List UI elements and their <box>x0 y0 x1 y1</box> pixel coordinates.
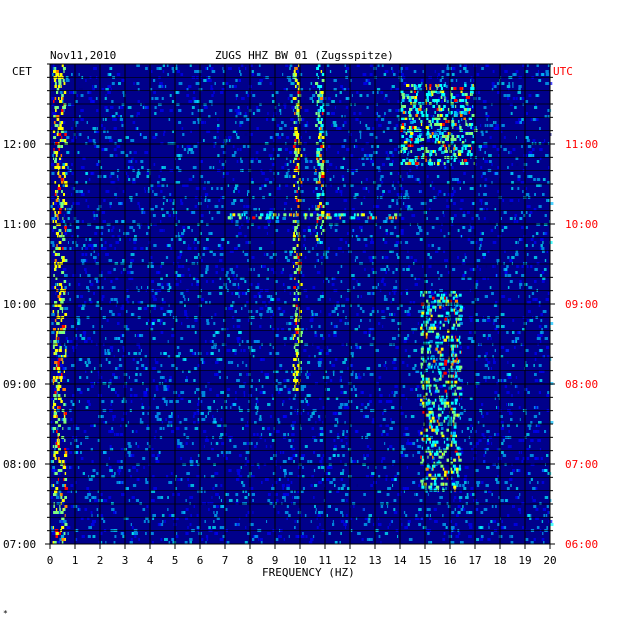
y-left-tick-label-4: 11:00 <box>3 218 36 231</box>
y-left-tick-label-1: 08:00 <box>3 458 36 471</box>
x-axis-ticks: 0 1 2 3 4 5 6 7 8 9 10 11 12 13 14 15 16 17 18 19 20 <box>47 544 557 567</box>
y-right-tick-label-0: 06:00 <box>565 538 598 551</box>
y-axis-right-ticks: 06:00 07:00 08:00 09:00 10:00 11:00 <box>550 63 598 551</box>
x-tick-label-17: 17 <box>468 554 481 567</box>
x-tick-label-7: 7 <box>222 554 229 567</box>
x-tick-label-5: 5 <box>172 554 179 567</box>
y-left-tick-label-2: 09:00 <box>3 378 36 391</box>
y-left-tick-label-5: 12:00 <box>3 138 36 151</box>
y-left-tick-label-0: 07:00 <box>3 538 36 551</box>
x-tick-label-16: 16 <box>443 554 456 567</box>
left-timezone-label: CET <box>12 65 32 78</box>
x-tick-label-18: 18 <box>493 554 506 567</box>
x-tick-label-12: 12 <box>343 554 356 567</box>
chart-date: Nov11,2010 <box>50 49 116 62</box>
y-right-tick-label-1: 07:00 <box>565 458 598 471</box>
x-tick-label-3: 3 <box>122 554 129 567</box>
x-tick-label-1: 1 <box>72 554 79 567</box>
chart-title: ZUGS HHZ BW 01 (Zugsspitze) <box>215 49 394 62</box>
x-tick-label-14: 14 <box>393 554 407 567</box>
chart-grid <box>49 63 551 545</box>
y-right-tick-label-5: 11:00 <box>565 138 598 151</box>
right-timezone-label: UTC <box>553 65 573 78</box>
x-tick-label-6: 6 <box>197 554 204 567</box>
y-right-tick-label-3: 09:00 <box>565 298 598 311</box>
x-tick-label-8: 8 <box>247 554 254 567</box>
x-tick-label-9: 9 <box>272 554 279 567</box>
x-tick-label-19: 19 <box>518 554 531 567</box>
y-right-tick-label-4: 10:00 <box>565 218 598 231</box>
y-right-tick-label-2: 08:00 <box>565 378 598 391</box>
x-tick-label-15: 15 <box>418 554 431 567</box>
x-tick-label-10: 10 <box>293 554 306 567</box>
x-tick-label-4: 4 <box>147 554 154 567</box>
y-axis-left-ticks: 07:00 08:00 09:00 10:00 11:00 12:00 <box>3 63 50 551</box>
x-tick-label-13: 13 <box>368 554 381 567</box>
x-tick-label-11: 11 <box>318 554 331 567</box>
y-left-tick-label-3: 10:00 <box>3 298 36 311</box>
x-tick-label-2: 2 <box>97 554 104 567</box>
x-tick-label-0: 0 <box>47 554 54 567</box>
x-tick-label-20: 20 <box>543 554 556 567</box>
x-axis-label: FREQUENCY (HZ) <box>262 566 355 579</box>
corner-mark: * <box>3 609 8 618</box>
